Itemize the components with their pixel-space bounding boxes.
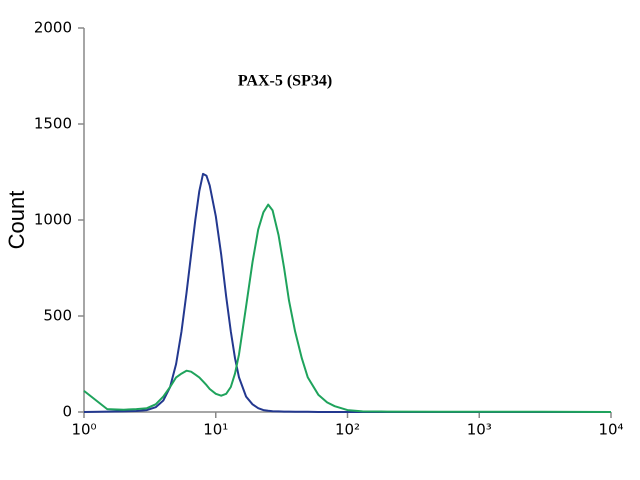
chart-title: PAX-5 (SP34) xyxy=(238,73,332,90)
y-tick-label: 1500 xyxy=(34,115,72,133)
x-tick-label: 10⁴ xyxy=(598,421,623,439)
x-tick-label: 10² xyxy=(335,421,360,439)
series-line xyxy=(83,172,611,413)
series-line xyxy=(83,203,612,413)
y-tick-label: 500 xyxy=(43,307,72,325)
y-tick-label: 1000 xyxy=(34,211,72,229)
x-tick-label: 10⁰ xyxy=(71,421,96,439)
x-tick-label: 10¹ xyxy=(203,421,228,439)
y-axis-label: Count xyxy=(4,191,29,250)
y-tick-label: 2000 xyxy=(34,19,72,37)
y-tick-label: 0 xyxy=(62,403,72,421)
x-tick-label: 10³ xyxy=(467,421,492,439)
